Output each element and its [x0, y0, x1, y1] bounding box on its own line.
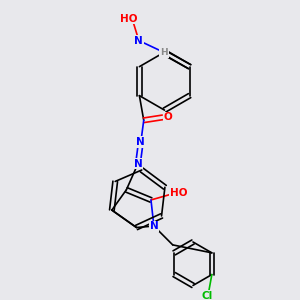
Text: N: N	[136, 137, 145, 147]
Text: HO: HO	[170, 188, 187, 198]
Text: Cl: Cl	[202, 291, 213, 300]
Text: O: O	[164, 112, 173, 122]
Text: H: H	[160, 48, 167, 57]
Text: N: N	[149, 221, 158, 231]
Text: N: N	[134, 159, 142, 169]
Text: N: N	[134, 36, 143, 46]
Text: HO: HO	[120, 14, 137, 24]
Text: N: N	[160, 47, 169, 57]
